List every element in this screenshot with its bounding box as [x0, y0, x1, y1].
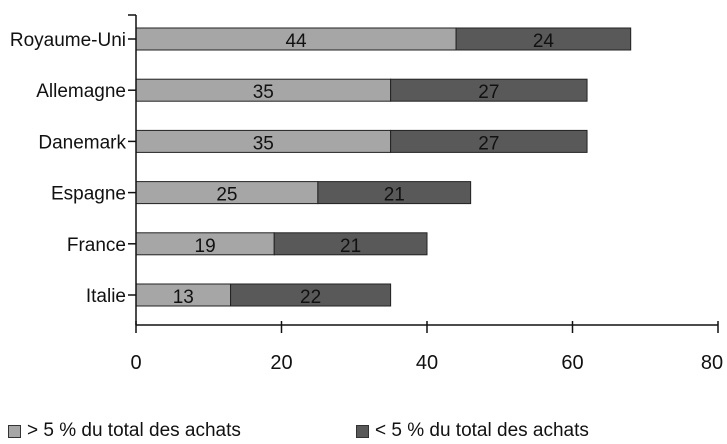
data-label-espagne-series-1: 25 — [216, 185, 237, 206]
data-label-france-series-1: 19 — [195, 236, 216, 257]
data-label-royaume-uni-series-1: 44 — [285, 31, 307, 52]
x-tick-label-60: 60 — [561, 352, 583, 374]
data-label-danemark-series-1: 35 — [253, 133, 274, 154]
bar-allemagne-series-2 — [390, 78, 588, 102]
data-label-france-series-2: 21 — [340, 236, 361, 257]
data-label-royaume-uni-series-2: 24 — [533, 31, 555, 52]
legend-item-series-2: < 5 % du total des achats — [356, 420, 589, 442]
data-label-italie-series-2: 22 — [300, 287, 321, 308]
data-label-espagne-series-2: 21 — [384, 185, 405, 206]
category-labels: Royaume-Uni Allemagne Danemark Espagne Franc… — [10, 30, 127, 307]
x-tick-labels: 0 20 40 60 80 — [130, 352, 723, 374]
x-tick-label-20: 20 — [270, 352, 292, 374]
x-tick-label-40: 40 — [416, 352, 438, 374]
category-label-italie: Italie — [86, 286, 126, 307]
bar-espagne-series-2 — [317, 181, 472, 205]
category-label-france: France — [67, 235, 126, 256]
legend-swatch-series-1 — [8, 424, 21, 438]
x-tick-label-80: 80 — [701, 352, 723, 374]
data-label-allemagne-series-1: 35 — [253, 82, 274, 103]
category-label-allemagne: Allemagne — [36, 81, 126, 102]
bar-royaume-uni-series-2 — [455, 27, 632, 51]
category-label-royaume-uni: Royaume-Uni — [10, 30, 126, 51]
category-label-danemark: Danemark — [38, 132, 126, 153]
x-tick-label-0: 0 — [130, 352, 141, 374]
data-label-italie-series-1: 13 — [173, 287, 194, 308]
axes — [128, 14, 719, 333]
bar-italie-series-2 — [230, 283, 392, 307]
bars-group: 44 24 35 27 35 27 25 21 19 21 13 22 — [135, 27, 632, 308]
legend-label-series-1: > 5 % du total des achats — [27, 420, 241, 441]
category-label-espagne: Espagne — [51, 184, 126, 205]
data-label-allemagne-series-2: 27 — [478, 82, 499, 103]
legend-label-series-2: < 5 % du total des achats — [375, 420, 589, 441]
bar-france-series-2 — [273, 232, 428, 256]
bar-danemark-series-2 — [390, 129, 588, 153]
legend-swatch-series-2 — [356, 424, 369, 438]
legend-item-series-1: > 5 % du total des achats — [8, 420, 241, 442]
data-label-danemark-series-2: 27 — [478, 133, 499, 154]
